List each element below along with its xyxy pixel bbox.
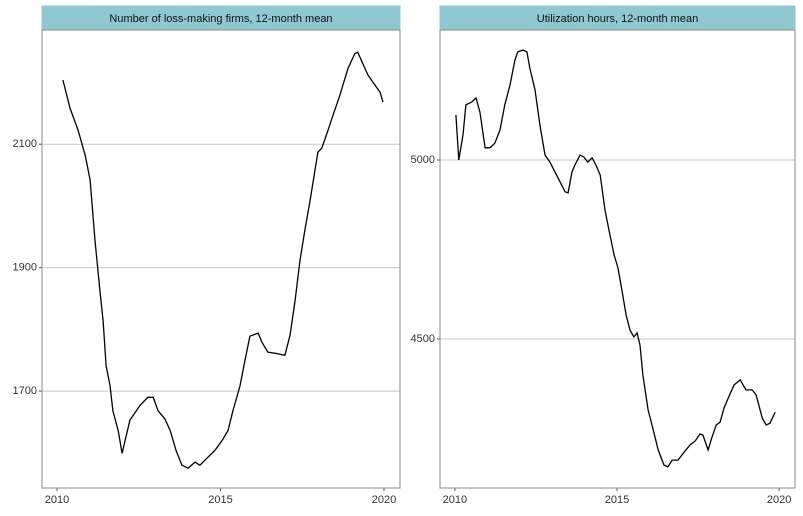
y-tick-label: 1700 — [13, 385, 37, 397]
x-tick-label: 2020 — [767, 494, 791, 506]
x-tick-label: 2015 — [208, 494, 232, 506]
panel-border — [439, 29, 796, 489]
data-line — [455, 49, 776, 468]
y-tick-label: 2100 — [13, 138, 37, 150]
x-tick-label: 2010 — [443, 494, 467, 506]
strip-text: Number of loss-making firms, 12-month me… — [109, 13, 332, 25]
y-tick-label: 5000 — [411, 154, 435, 166]
panel-border — [41, 29, 401, 489]
x-tick-label: 2015 — [605, 494, 629, 506]
strip — [41, 5, 401, 31]
x-tick-label: 2020 — [372, 494, 396, 506]
y-tick-label: 4500 — [411, 333, 435, 345]
data-line — [62, 51, 384, 469]
strip-text: Utilization hours, 12-month mean — [537, 13, 698, 25]
x-tick-label: 2010 — [45, 494, 69, 506]
y-tick-label: 1900 — [13, 262, 37, 274]
